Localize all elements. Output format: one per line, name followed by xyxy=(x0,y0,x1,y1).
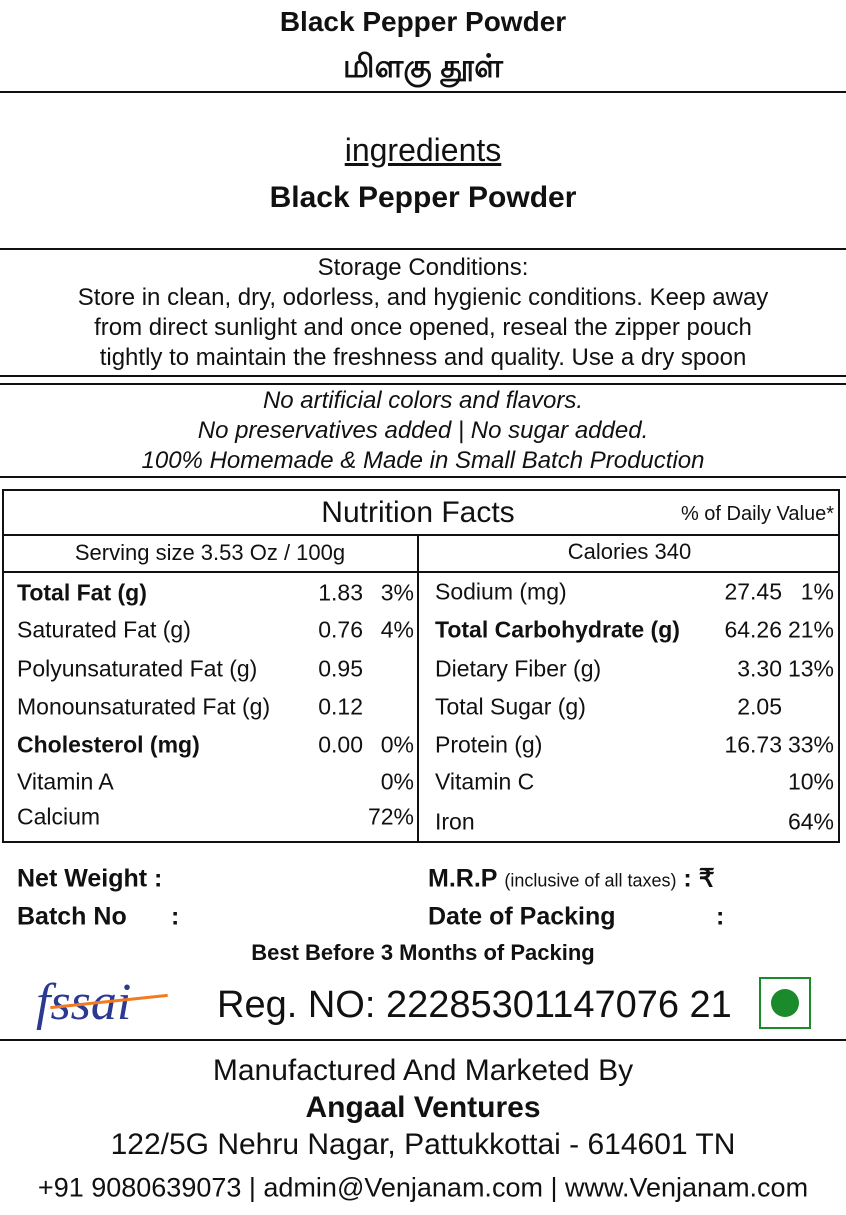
nutrient-amount: 0.95 xyxy=(318,655,363,682)
product-title-tamil: மிளகு தூள் xyxy=(342,48,504,84)
nutrient-amount: 0.00 xyxy=(318,731,363,758)
mrp-note: (inclusive of all taxes) xyxy=(504,870,677,891)
nutrient-name: Iron xyxy=(435,808,475,835)
divider xyxy=(0,375,846,377)
nutrient-daily-value: 64% xyxy=(787,808,834,835)
nutrient-name: Sodium (mg) xyxy=(435,578,567,605)
storage-line: from direct sunlight and once opened, re… xyxy=(94,314,752,341)
divider xyxy=(0,476,846,478)
nutrition-divider xyxy=(2,571,840,573)
nutrient-daily-value: 4% xyxy=(380,616,414,643)
nutrient-daily-value: 13% xyxy=(787,655,834,682)
nutrient-name: Protein (g) xyxy=(435,731,543,758)
claim: 100% Homemade & Made in Small Batch Prod… xyxy=(141,447,705,474)
nutrient-name: Total Sugar (g) xyxy=(435,693,586,720)
nutrient-name: Saturated Fat (g) xyxy=(17,616,191,643)
nutrient-amount: 16.73 xyxy=(724,731,782,758)
nutrient-name: Vitamin A xyxy=(17,768,114,795)
veg-symbol xyxy=(759,977,811,1029)
nutrient-amount: 27.45 xyxy=(724,578,782,605)
nutrition-box xyxy=(2,489,840,843)
storage-heading: Storage Conditions: xyxy=(317,254,529,281)
serving-size: Serving size 3.53 Oz / 100g xyxy=(74,540,346,565)
mrp-label: M.R.P xyxy=(428,864,498,893)
nutrition-title: Nutrition Facts xyxy=(321,496,515,529)
manufacturer-heading: Manufactured And Marketed By xyxy=(212,1054,634,1087)
packing-label: Date of Packing xyxy=(428,902,616,931)
claim: No preservatives added | No sugar added. xyxy=(197,417,649,444)
nutrient-name: Cholesterol (mg) xyxy=(17,731,200,758)
mrp: M.R.P (inclusive of all taxes) : ₹ xyxy=(428,864,715,893)
nutrient-amount: 0.12 xyxy=(318,693,363,720)
best-before: Best Before 3 Months of Packing xyxy=(251,940,595,965)
nutrient-amount: 3.30 xyxy=(737,655,782,682)
product-title: Black Pepper Powder xyxy=(279,6,567,37)
nutrient-name: Polyunsaturated Fat (g) xyxy=(17,655,258,682)
batch-label: Batch No xyxy=(17,902,127,931)
registration-number: Reg. NO: 22285301147076 21 xyxy=(217,984,732,1026)
manufacturer-address: 122/5G Nehru Nagar, Pattukkottai - 61460… xyxy=(110,1128,736,1161)
nutrient-amount: 0.76 xyxy=(318,616,363,643)
claim: No artificial colors and flavors. xyxy=(262,387,584,414)
nutrient-amount: 64.26 xyxy=(724,616,782,643)
nutrient-daily-value: 0% xyxy=(380,768,414,795)
veg-dot xyxy=(771,989,799,1017)
nutrient-daily-value: 0% xyxy=(380,731,414,758)
divider xyxy=(0,1039,846,1041)
nutrient-daily-value: 21% xyxy=(787,616,834,643)
storage-line: tightly to maintain the freshness and qu… xyxy=(99,344,747,371)
nutrition-column-divider xyxy=(417,535,419,842)
calories: Calories 340 xyxy=(567,539,692,564)
nutrient-amount: 2.05 xyxy=(737,693,782,720)
nutrient-daily-value: 72% xyxy=(367,803,414,830)
nutrient-daily-value: 10% xyxy=(787,768,834,795)
ingredients-text: Black Pepper Powder xyxy=(269,181,577,214)
divider xyxy=(0,383,846,385)
storage-line: Store in clean, dry, odorless, and hygie… xyxy=(77,284,769,311)
nutrient-name: Dietary Fiber (g) xyxy=(435,655,602,682)
daily-value-note: % of Daily Value* xyxy=(680,503,834,525)
manufacturer-name: Angaal Ventures xyxy=(305,1091,541,1124)
nutrient-daily-value: 3% xyxy=(380,579,414,606)
manufacturer-contact: +91 9080639073 | admin@Venjanam.com | ww… xyxy=(37,1172,809,1203)
divider xyxy=(0,248,846,250)
packing-colon: : xyxy=(716,902,725,931)
nutrient-name: Monounsaturated Fat (g) xyxy=(17,693,271,720)
nutrient-daily-value: 1% xyxy=(800,578,834,605)
ingredients-heading: ingredients xyxy=(344,132,502,168)
nutrient-name: Calcium xyxy=(17,803,101,830)
net-weight-label: Net Weight : xyxy=(17,864,163,893)
nutrition-divider xyxy=(2,534,840,536)
divider xyxy=(0,91,846,93)
nutrient-name: Vitamin C xyxy=(435,768,535,795)
nutrient-daily-value: 33% xyxy=(787,731,834,758)
nutrient-name: Total Carbohydrate (g) xyxy=(435,616,680,643)
batch-colon: : xyxy=(171,902,180,931)
mrp-currency: : ₹ xyxy=(676,864,715,893)
nutrient-name: Total Fat (g) xyxy=(17,579,147,606)
nutrient-amount: 1.83 xyxy=(318,579,363,606)
